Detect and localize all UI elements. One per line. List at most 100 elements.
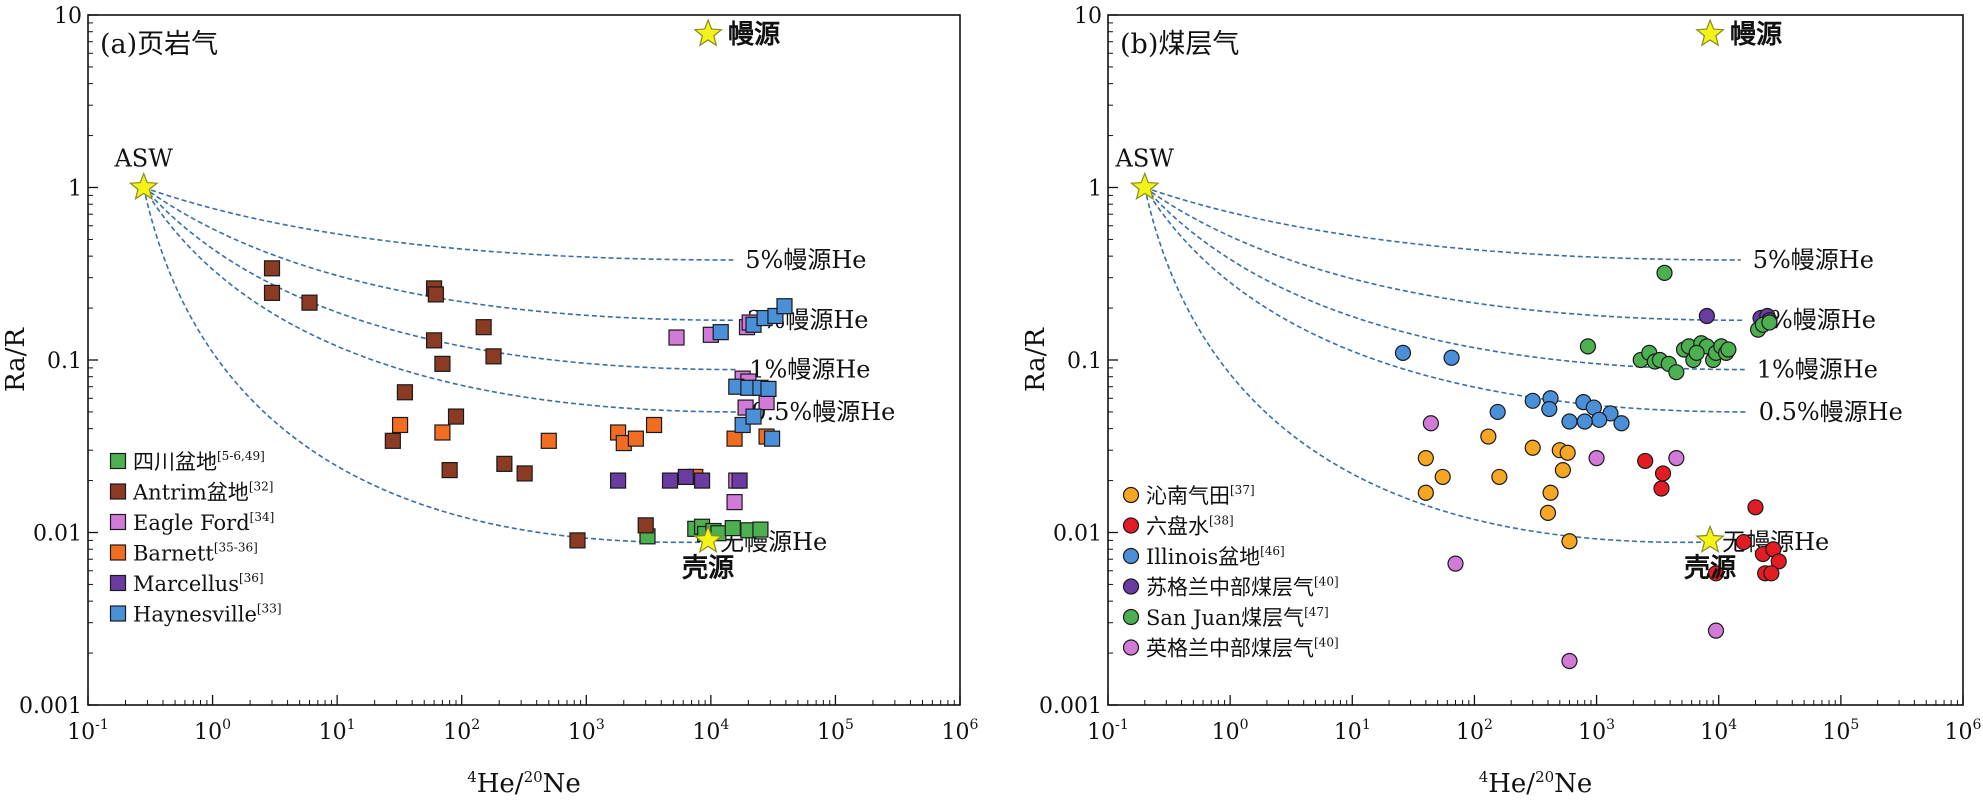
legend-marker [109, 452, 127, 470]
data-point [1698, 307, 1715, 325]
y-tick-label: 0.1 [47, 349, 82, 374]
legend-marker [109, 574, 127, 592]
reference-label-crust: 壳源 [1683, 553, 1736, 583]
mixing-curve-label: 0.5%幔源He [751, 398, 895, 426]
x-axis-label: 4He/20Ne [1479, 768, 1593, 799]
data-point [384, 432, 401, 449]
reference-label-asw: ASW [113, 145, 173, 173]
data-point [263, 260, 281, 277]
x-tick-label: 104 [1700, 717, 1737, 745]
data-point [1654, 465, 1672, 482]
data-point [1559, 444, 1576, 461]
x-tick-label: 104 [692, 717, 729, 745]
data-point [1417, 484, 1434, 501]
data-point [1561, 652, 1578, 670]
data-point [441, 462, 458, 479]
chart-panel-a: 0.001 0.01 0.1 1 10 10-1 100 101 102 103 104 105 106… [1, 4, 979, 799]
legend-marker [109, 605, 127, 622]
data-point [677, 468, 694, 486]
data-point [475, 319, 492, 336]
mixing-curve [1144, 186, 1741, 261]
data-point [712, 324, 729, 341]
mixing-curve-label: 1%幔源He [749, 356, 870, 384]
legend-label: 苏格兰中部煤层气[40] [1146, 575, 1339, 600]
reference-label-mantle: 幔源 [728, 20, 780, 50]
x-tick-label: 106 [942, 717, 979, 745]
data-point [1542, 484, 1559, 501]
data-point [1637, 452, 1654, 470]
reference-star-2 [693, 524, 723, 554]
x-tick-label: 100 [194, 717, 231, 745]
data-point [763, 430, 781, 447]
legend-marker [109, 483, 127, 500]
data-point [516, 465, 533, 482]
legend-label: Haynesville[33] [133, 602, 282, 627]
data-point [1747, 499, 1764, 516]
mixing-curve-label: 1%幔源He [1757, 356, 1878, 384]
legend-marker [1122, 608, 1140, 626]
data-point [637, 517, 654, 534]
reference-label-mantle: 幔源 [1730, 20, 1782, 50]
mixing-curve [143, 187, 740, 413]
data-point [1576, 413, 1593, 430]
data-point [1524, 439, 1541, 456]
series-4 [609, 468, 748, 489]
y-tick-label: 10 [1074, 4, 1102, 29]
data-point [726, 430, 743, 447]
x-axis-label: 4He/20Ne [467, 768, 581, 799]
mixing-curve-label: 0.5%幔源He [1759, 398, 1903, 426]
data-point [1579, 338, 1597, 355]
legend-marker [109, 513, 127, 531]
data-point [1656, 264, 1673, 281]
data-point [1735, 533, 1752, 551]
x-tick-label: 10-1 [67, 717, 109, 745]
reference-label-crust: 壳源 [681, 553, 734, 583]
data-point [668, 329, 685, 346]
data-point [1417, 449, 1434, 467]
x-tick-label: 103 [1578, 717, 1615, 745]
data-point [1422, 415, 1439, 432]
x-tick-label: 100 [1212, 717, 1249, 745]
y-tick-label: 0.001 [1039, 694, 1102, 719]
x-tick-label: 102 [443, 717, 480, 745]
legend-marker [1122, 517, 1140, 534]
mixing-curve-label: 5%幔源He [745, 246, 866, 274]
data-point [1588, 449, 1605, 467]
mixing-curve-label: 5%幔源He [1753, 246, 1874, 274]
x-tick-label: 101 [1334, 717, 1371, 745]
data-point [1707, 565, 1725, 582]
legend-label: 四川盆地[5-6,49] [133, 449, 265, 474]
data-point [1554, 462, 1571, 479]
x-tick-label: 101 [319, 717, 356, 745]
reference-star-1 [1695, 18, 1725, 47]
data-point [540, 432, 557, 449]
data-point [1524, 392, 1541, 409]
x-tick-label: 103 [568, 717, 605, 745]
data-point [776, 298, 793, 315]
data-point [1561, 413, 1578, 430]
mixing-curve [143, 186, 736, 322]
reference-star-1 [693, 18, 723, 47]
legend-marker [1122, 639, 1140, 656]
y-tick-label: 0.01 [33, 522, 82, 547]
data-point [1613, 415, 1630, 432]
series-5 [1422, 415, 1725, 670]
data-point [301, 294, 318, 311]
y-tick-label: 1 [68, 177, 82, 202]
data-point [569, 532, 586, 549]
x-tick-label: 105 [817, 717, 854, 745]
data-point [1541, 400, 1558, 418]
series-5 [712, 298, 793, 447]
y-tick-label: 0.1 [1067, 349, 1102, 374]
legend-marker [1122, 578, 1140, 595]
data-point [1394, 344, 1412, 361]
mixing-curve [143, 186, 734, 261]
series-2 [1394, 344, 1630, 432]
legend-label: Antrim盆地[32] [132, 480, 273, 505]
data-point [1539, 504, 1557, 521]
data-point [1707, 622, 1725, 639]
data-point [447, 408, 465, 425]
data-point [726, 494, 743, 511]
y-tick-label: 0.001 [19, 694, 82, 719]
data-point [1561, 533, 1578, 550]
